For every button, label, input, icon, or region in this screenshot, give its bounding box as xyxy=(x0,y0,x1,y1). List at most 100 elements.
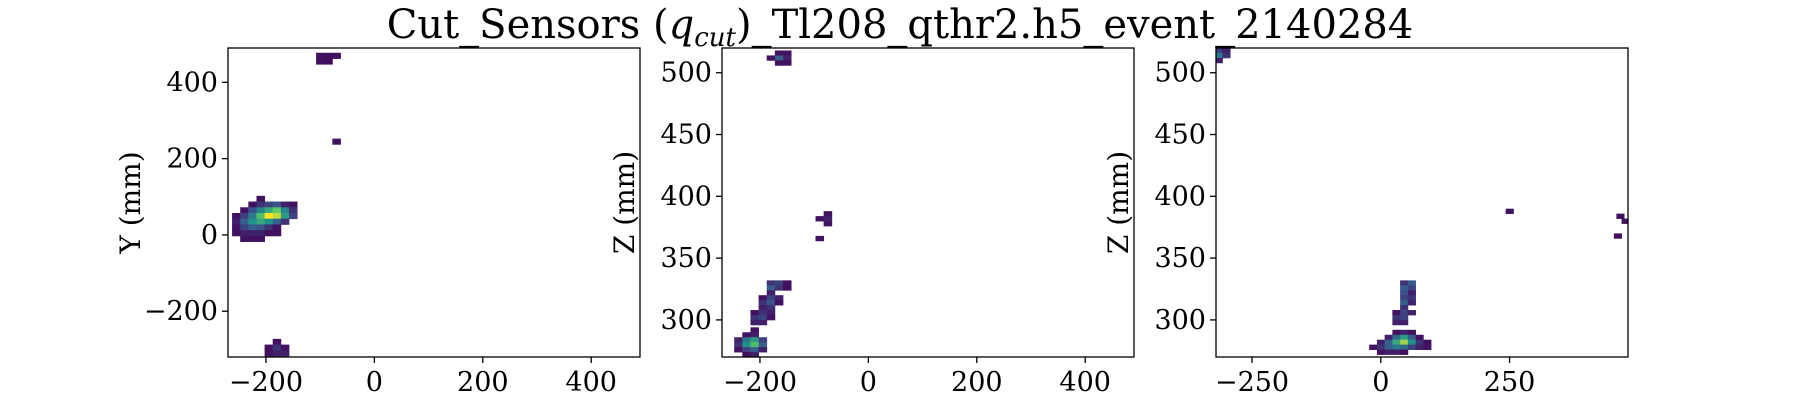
heatmap-cell xyxy=(782,280,792,286)
x-tick-label: 400 xyxy=(1059,367,1111,398)
heatmap-cell xyxy=(766,285,776,291)
heatmap-cells xyxy=(1216,48,1628,355)
heatmap-cell xyxy=(774,295,784,301)
heatmap-cell xyxy=(240,212,249,220)
heatmap-cell xyxy=(742,337,751,343)
heatmap-cell xyxy=(1392,349,1401,355)
heatmap-cell xyxy=(1613,233,1622,239)
heatmap-cell xyxy=(774,55,784,61)
heatmap-cell xyxy=(766,295,776,301)
y-tick-label: 300 xyxy=(1154,305,1206,336)
y-tick-label: 450 xyxy=(1154,120,1206,151)
heatmap-cell xyxy=(1400,310,1409,316)
heatmap-cell xyxy=(750,314,759,321)
heatmap-cell xyxy=(758,310,768,316)
heatmap-cell xyxy=(316,52,325,59)
heatmap-cell xyxy=(280,350,290,357)
heatmap-cell xyxy=(264,230,274,237)
heatmap-cell xyxy=(288,212,298,220)
x-tick-label: 0 xyxy=(1372,367,1389,398)
heatmap-cell xyxy=(758,337,768,343)
x-tick-label: −250 xyxy=(1215,367,1289,398)
y-tick-label: 400 xyxy=(1154,181,1206,212)
y-tick-label: 350 xyxy=(1154,243,1206,274)
heatmap-cell xyxy=(280,218,290,225)
heatmap-cell xyxy=(1400,334,1409,341)
heatmap-cell xyxy=(1392,329,1401,336)
y-tick-label: −200 xyxy=(144,296,218,327)
heatmap-cell xyxy=(1400,290,1409,296)
heatmap-cell xyxy=(782,60,792,66)
heatmap-cell xyxy=(272,212,282,220)
heatmap-cell xyxy=(758,314,768,321)
heatmap-cells xyxy=(734,50,833,357)
heatmap-cell xyxy=(742,342,751,348)
heatmap-cell xyxy=(324,58,333,65)
heatmap-cell xyxy=(1216,52,1223,59)
heatmap-cell xyxy=(280,201,290,208)
heatmap-cell xyxy=(232,218,241,225)
heatmap-cell xyxy=(248,235,257,242)
heatmap-cell xyxy=(1400,319,1409,326)
x-tick-label: 250 xyxy=(1484,367,1536,398)
heatmap-cell xyxy=(1407,280,1416,286)
heatmap-cell xyxy=(1376,344,1386,350)
heatmap-cell xyxy=(1400,300,1409,306)
heatmap-cell xyxy=(766,314,776,321)
heatmap-cell xyxy=(256,235,265,242)
x-tick-label: −200 xyxy=(723,367,797,398)
axes-frame xyxy=(1215,47,1629,358)
heatmap-cell xyxy=(264,350,274,357)
heatmap-cell xyxy=(264,212,274,220)
heatmap-cell xyxy=(823,216,833,222)
heatmap-cell xyxy=(232,230,241,237)
heatmap-cell xyxy=(256,230,265,237)
heatmap-cell xyxy=(1400,329,1409,336)
heatmap-cell xyxy=(1392,310,1401,316)
heatmap-cell xyxy=(256,224,265,231)
heatmap-cell xyxy=(240,230,249,237)
heatmap-cell xyxy=(774,60,784,66)
heatmap-cell xyxy=(1384,349,1393,355)
heatmap-cell xyxy=(1407,300,1416,306)
heatmap-xy: −200 0 200 400 −200 0 200 400 Y (mm) xyxy=(114,47,641,398)
y-tick-label: 300 xyxy=(660,305,712,336)
heatmap-cell xyxy=(256,212,265,220)
heatmap-cell xyxy=(240,207,249,214)
heatmap-cell xyxy=(758,300,768,306)
y-tick-label: 400 xyxy=(660,181,712,212)
heatmap-cell xyxy=(264,344,274,351)
heatmap-cells xyxy=(232,52,341,357)
heatmap-cell xyxy=(240,224,249,231)
heatmap-cell xyxy=(248,212,257,220)
heatmap-cell xyxy=(1616,213,1625,219)
heatmap-cell xyxy=(758,347,768,353)
heatmap-cell xyxy=(272,224,282,231)
heatmap-cell xyxy=(1400,285,1409,291)
heatmap-cell xyxy=(1392,319,1401,326)
heatmap-cell xyxy=(232,212,241,220)
heatmap-cell xyxy=(774,300,784,306)
heatmap-cell xyxy=(256,207,265,214)
heatmap-cell xyxy=(750,310,759,316)
y-axis-label: Y (mm) xyxy=(114,151,147,254)
heatmap-cell xyxy=(774,280,784,286)
heatmap-cell xyxy=(248,224,257,231)
heatmap-cell xyxy=(1407,334,1416,341)
heatmap-cell xyxy=(1407,290,1416,296)
heatmap-cell xyxy=(1400,344,1409,350)
heatmap-cell xyxy=(1400,314,1409,321)
heatmap-cell xyxy=(1222,52,1231,59)
heatmap-cell xyxy=(1407,295,1416,301)
heatmap-cell xyxy=(272,230,282,237)
heatmap-cell xyxy=(766,310,776,316)
heatmap-cell xyxy=(1407,339,1416,346)
axes-frame xyxy=(227,47,641,358)
y-tick-label: 400 xyxy=(166,67,218,98)
title-symbol: q xyxy=(669,2,695,48)
heatmap-cell xyxy=(272,201,282,208)
heatmap-cell xyxy=(742,352,751,357)
heatmap-cell xyxy=(1423,344,1432,350)
x-tick-label: 400 xyxy=(565,367,617,398)
heatmap-cell xyxy=(815,235,825,242)
